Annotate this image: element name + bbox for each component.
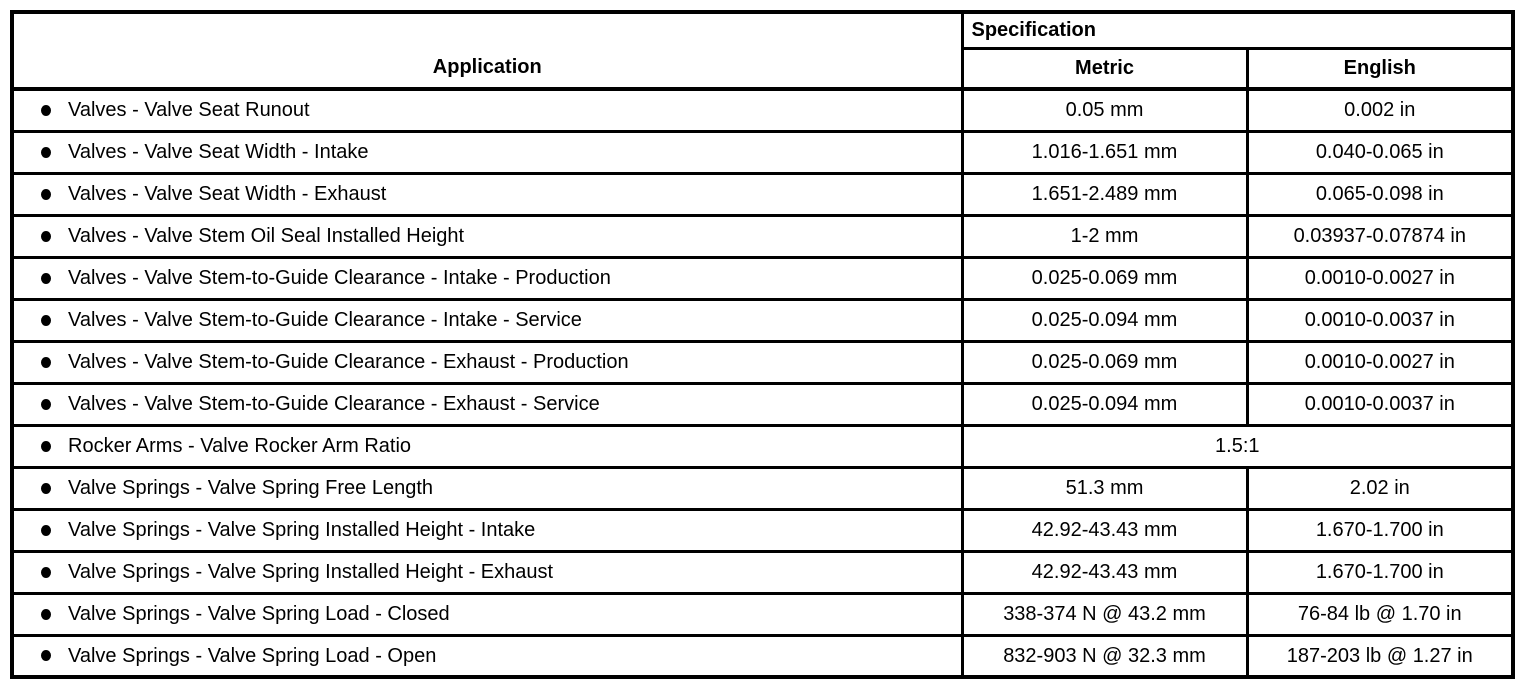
table-row: Valves - Valve Seat Width - Intake 1.016-… <box>10 129 1515 175</box>
metric-value-cell: 0.025-0.069 mm <box>960 339 1249 385</box>
metric-value-cell: 51.3 mm <box>960 465 1249 511</box>
application-cell: Valves - Valve Seat Width - Intake <box>10 129 964 175</box>
english-value-cell: 0.065-0.098 in <box>1245 171 1515 217</box>
spec-table-body: Valves - Valve Seat Runout 0.05 mm 0.002 i… <box>10 87 1515 679</box>
table-header: Application Specification Metric English <box>10 10 1515 91</box>
table-row: Valve Springs - Valve Spring Free Length… <box>10 465 1515 511</box>
bullet-icon <box>41 230 51 242</box>
metric-value-cell: 1-2 mm <box>960 213 1249 259</box>
table-row: Rocker Arms - Valve Rocker Arm Ratio 1.5:… <box>10 423 1515 469</box>
metric-value-cell: 0.025-0.069 mm <box>960 255 1249 301</box>
metric-value-cell: 338-374 N @ 43.2 mm <box>960 591 1249 637</box>
english-column-header: English <box>1245 46 1515 91</box>
english-value-cell: 0.0010-0.0027 in <box>1245 339 1515 385</box>
table-row: Valves - Valve Stem-to-Guide Clearance -… <box>10 255 1515 301</box>
table-row: Valve Springs - Valve Spring Load - Clos… <box>10 591 1515 637</box>
metric-value-cell: 1.016-1.651 mm <box>960 129 1249 175</box>
english-value-cell: 0.002 in <box>1245 87 1515 133</box>
application-cell: Valve Springs - Valve Spring Load - Open <box>10 633 964 679</box>
bullet-icon <box>41 440 51 452</box>
application-cell: Valves - Valve Stem Oil Seal Installed H… <box>10 213 964 259</box>
bullet-icon <box>41 272 51 284</box>
merged-value-cell: 1.5:1 <box>960 423 1515 469</box>
header-row-units: Metric English <box>12 46 1515 91</box>
metric-column-header: Metric <box>960 46 1249 91</box>
table-row: Valves - Valve Stem-to-Guide Clearance -… <box>10 339 1515 385</box>
application-cell: Valve Springs - Valve Spring Installed H… <box>10 507 964 553</box>
application-cell: Valves - Valve Seat Width - Exhaust <box>10 171 964 217</box>
application-label: Valves - Valve Stem-to-Guide Clearance -… <box>68 309 582 331</box>
english-value-cell: 1.670-1.700 in <box>1245 507 1515 553</box>
bullet-icon <box>41 608 51 620</box>
table-row: Valve Springs - Valve Spring Installed H… <box>10 507 1515 553</box>
bullet-icon <box>41 104 51 116</box>
table-row: Valves - Valve Stem-to-Guide Clearance -… <box>10 381 1515 427</box>
bullet-icon <box>41 398 51 410</box>
application-cell: Rocker Arms - Valve Rocker Arm Ratio <box>10 423 964 469</box>
bullet-icon <box>41 356 51 368</box>
header-row-specification: Application Specification <box>10 10 1515 91</box>
metric-value-cell: 42.92-43.43 mm <box>960 549 1249 595</box>
application-label: Valves - Valve Seat Width - Exhaust <box>68 183 387 205</box>
specifications-table: Application Specification Metric English… <box>10 10 1516 679</box>
bullet-icon <box>41 482 51 494</box>
table-row: Valves - Valve Seat Runout 0.05 mm 0.002 i… <box>10 87 1515 133</box>
english-value-cell: 187-203 lb @ 1.27 in <box>1245 633 1515 679</box>
application-label: Valves - Valve Stem-to-Guide Clearance -… <box>68 267 611 289</box>
english-value-cell: 0.0010-0.0027 in <box>1245 255 1515 301</box>
application-cell: Valves - Valve Seat Runout <box>10 87 964 133</box>
specification-column-header: Specification <box>960 10 1515 50</box>
application-label: Valves - Valve Seat Runout <box>68 99 310 122</box>
application-cell: Valve Springs - Valve Spring Installed H… <box>10 549 964 595</box>
english-value-cell: 0.040-0.065 in <box>1245 129 1515 175</box>
metric-value-cell: 832-903 N @ 32.3 mm <box>960 633 1249 679</box>
application-label: Valve Springs - Valve Spring Load - Clos… <box>68 603 450 625</box>
application-label: Valves - Valve Seat Width - Intake <box>68 141 369 163</box>
application-cell: Valves - Valve Stem-to-Guide Clearance -… <box>10 381 964 427</box>
bullet-icon <box>41 146 51 158</box>
english-value-cell: 0.0010-0.0037 in <box>1245 297 1515 343</box>
bullet-icon <box>41 524 51 536</box>
bullet-icon <box>41 566 51 578</box>
application-cell: Valve Springs - Valve Spring Free Length <box>10 465 964 511</box>
table-row: Valves - Valve Seat Width - Exhaust 1.651… <box>10 171 1515 217</box>
english-value-cell: 2.02 in <box>1245 465 1515 511</box>
table-row: Valves - Valve Stem-to-Guide Clearance -… <box>10 297 1515 343</box>
application-label: Valves - Valve Stem Oil Seal Installed H… <box>68 225 465 247</box>
metric-value-cell: 0.05 mm <box>960 87 1249 133</box>
metric-value-cell: 0.025-0.094 mm <box>960 381 1249 427</box>
bullet-icon <box>41 650 51 662</box>
english-value-cell: 1.670-1.700 in <box>1245 549 1515 595</box>
application-label: Valve Springs - Valve Spring Installed H… <box>68 519 536 541</box>
application-label: Valves - Valve Stem-to-Guide Clearance -… <box>68 351 629 373</box>
application-cell: Valves - Valve Stem-to-Guide Clearance -… <box>10 255 964 301</box>
english-value-cell: 0.03937-0.07874 in <box>1245 213 1515 259</box>
application-label: Valve Springs - Valve Spring Load - Open <box>68 644 437 667</box>
application-label: Rocker Arms - Valve Rocker Arm Ratio <box>68 435 412 457</box>
application-label: Valves - Valve Stem-to-Guide Clearance -… <box>68 393 600 415</box>
application-cell: Valves - Valve Stem-to-Guide Clearance -… <box>10 297 964 343</box>
bullet-icon <box>41 314 51 326</box>
application-column-header: Application <box>10 10 964 91</box>
english-value-cell: 76-84 lb @ 1.70 in <box>1245 591 1515 637</box>
bullet-icon <box>41 188 51 200</box>
application-label: Valve Springs - Valve Spring Installed H… <box>68 561 554 583</box>
table-row: Valve Springs - Valve Spring Installed H… <box>10 549 1515 595</box>
application-cell: Valve Springs - Valve Spring Load - Clos… <box>10 591 964 637</box>
table-row: Valve Springs - Valve Spring Load - Open… <box>10 633 1515 679</box>
application-label: Valve Springs - Valve Spring Free Length <box>68 477 434 499</box>
metric-value-cell: 1.651-2.489 mm <box>960 171 1249 217</box>
table-row: Valves - Valve Stem Oil Seal Installed H… <box>10 213 1515 259</box>
english-value-cell: 0.0010-0.0037 in <box>1245 381 1515 427</box>
metric-value-cell: 42.92-43.43 mm <box>960 507 1249 553</box>
metric-value-cell: 0.025-0.094 mm <box>960 297 1249 343</box>
application-cell: Valves - Valve Stem-to-Guide Clearance -… <box>10 339 964 385</box>
